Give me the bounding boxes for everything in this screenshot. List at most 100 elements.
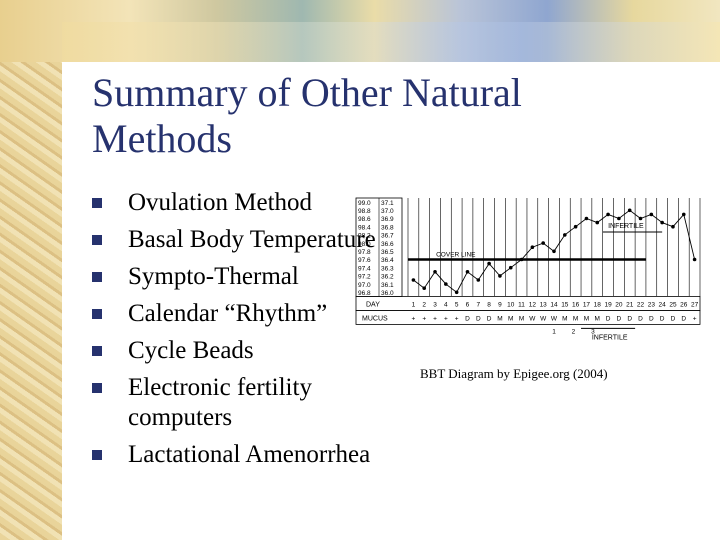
post-peak-count: 1 [552,328,556,335]
bullet-square-icon [92,198,102,208]
mucus-code: M [562,315,567,322]
bullet-text: Basal Body Temperature [128,226,376,253]
bullet-item: Sympto-Thermal [88,262,418,292]
temp-c-label: 36.7 [381,233,394,240]
bullet-square-icon [92,346,102,356]
day-number: 12 [529,301,537,308]
mucus-code: + [455,315,459,322]
temperature-point [541,241,545,245]
day-number: 14 [550,301,558,308]
mucus-code: D [465,315,470,322]
infertile-label-bottom: INFERTILE [592,334,628,341]
day-number: 22 [637,301,645,308]
temp-c-label: 37.1 [381,200,394,207]
post-peak-count: 3 [591,328,595,335]
temperature-point [552,249,556,254]
day-number: 23 [648,301,656,308]
bullet-item: Basal Body Temperature [88,225,418,255]
temperature-point [649,212,654,217]
bullet-text: Calendar “Rhythm” [128,300,328,327]
day-number: 21 [626,301,634,308]
bullet-text: Electronic fertility computers [128,374,312,431]
day-number: 19 [604,301,612,308]
temp-c-label: 36.3 [381,265,394,272]
bullet-text: Sympto-Thermal [128,263,299,290]
temp-f-label: 98.6 [358,216,371,223]
bullet-item: Electronic fertility computers [88,373,418,433]
temperature-point [563,233,567,237]
temp-f-label: 98.8 [358,208,371,215]
temp-c-label: 36.9 [381,216,394,223]
mucus-code: M [573,315,578,322]
temperature-point [530,245,535,249]
mucus-code: D [660,315,665,322]
temperature-point [606,212,610,217]
day-number: 17 [583,301,591,308]
day-number: 10 [507,301,515,308]
mucus-row-box [355,310,701,325]
mucus-code: D [476,315,481,322]
bullet-text: Cycle Beads [128,337,254,364]
temperature-point [411,278,416,282]
day-number: 26 [680,301,688,308]
day-number: 7 [476,301,480,308]
day-number: 13 [540,301,548,308]
temperature-point [617,216,621,221]
temperature-point [692,257,697,262]
bullet-item: Lactational Amenorrhea [88,440,418,470]
mucus-code: M [584,315,589,322]
temperature-point [454,290,459,295]
temp-f-label: 99.0 [358,200,371,207]
mucus-code: M [497,315,502,322]
temperature-point [638,216,643,221]
temperature-point [595,220,600,225]
mucus-code: + [693,315,697,322]
slide-title: Summary of Other Natural Methods [92,70,522,161]
temp-c-label: 36.8 [381,224,394,231]
mucus-code: D [681,315,686,322]
mucus-code: D [671,315,676,322]
background-texture-strip [62,22,720,62]
bbt-chart-figure: 99.0 37.1 98.8 37.0 98.6 36.9 98.4 36.8 98.2 36.7… [355,197,701,341]
mucus-code: D [617,315,622,322]
bullet-square-icon [92,309,102,319]
bullet-square-icon [92,235,102,245]
temp-f-label: 98.0 [358,241,371,248]
day-number: 25 [669,301,677,308]
day-number: 24 [659,301,667,308]
temp-c-label: 36.5 [381,249,394,256]
bullet-item: Cycle Beads [88,336,418,366]
temperature-point [627,208,632,213]
background-texture-left [0,0,62,540]
day-number: 15 [561,301,569,308]
bullet-square-icon [92,272,102,282]
mucus-code: D [487,315,492,322]
temperature-point [671,224,675,229]
temperature-point [681,212,686,217]
mucus-code: W [540,315,547,322]
mucus-code: + [444,315,448,322]
temperature-point [476,278,481,282]
post-peak-count: 2 [572,328,576,335]
day-number: 20 [615,301,623,308]
temp-f-label: 97.4 [358,265,371,272]
mucus-code: D [606,315,611,322]
temperature-point [487,261,491,266]
temp-f-label: 97.6 [358,257,371,264]
temperature-point [444,282,448,286]
temp-f-label: 98.2 [358,233,371,240]
day-number: 5 [455,301,459,308]
temperature-point [660,220,664,225]
bullet-text: Ovulation Method [128,189,313,216]
temp-c-label: 36.2 [381,274,394,281]
day-number: 6 [466,301,470,308]
bullet-list: Ovulation Method Basal Body Temperature … [88,188,418,477]
mucus-code: + [422,315,426,322]
temperature-point [498,274,502,278]
mucus-code: D [627,315,632,322]
infertile-label-top: INFERTILE [608,223,644,230]
day-number: 16 [572,301,580,308]
figure-caption: BBT Diagram by Epigee.org (2004) [420,366,608,381]
temperature-point [584,216,589,221]
day-number: 9 [498,301,502,308]
